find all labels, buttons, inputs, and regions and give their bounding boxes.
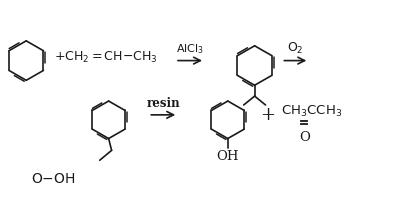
Text: O: O (299, 131, 310, 144)
Text: resin: resin (146, 97, 180, 110)
Text: +: + (260, 106, 275, 124)
Text: $\mathrm{CH_3CCH_3}$: $\mathrm{CH_3CCH_3}$ (282, 104, 343, 119)
Text: $+\mathrm{CH_2{=}CH{-}CH_3}$: $+\mathrm{CH_2{=}CH{-}CH_3}$ (54, 50, 158, 65)
Text: $\mathrm{O{-}OH}$: $\mathrm{O{-}OH}$ (31, 172, 76, 186)
Text: $\mathrm{AlCl_3}$: $\mathrm{AlCl_3}$ (176, 42, 204, 56)
Text: $\mathrm{O_2}$: $\mathrm{O_2}$ (287, 41, 304, 56)
Text: OH: OH (216, 150, 239, 163)
